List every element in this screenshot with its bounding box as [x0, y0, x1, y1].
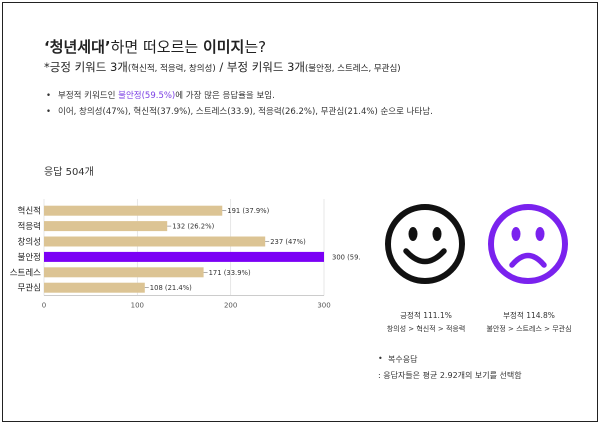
- bar: [44, 236, 266, 247]
- x-tick-label: 100: [131, 301, 144, 309]
- bar-chart: 0 100 200 300 혁신적 191 (37.9%) 적응력 132 (26.2%) 창의…: [10, 199, 360, 309]
- data-label: 300 (59.5%: [332, 253, 360, 261]
- keywords-subtitle: *긍정 키워드 3개(혁신적, 적응력, 창의성) / 부정 키워드 3개(불안…: [44, 60, 401, 74]
- smiley-face-icon: [385, 204, 465, 284]
- x-tick-label: 200: [224, 301, 237, 309]
- data-label: 108 (21.4%): [150, 284, 192, 292]
- category-label: 적응력: [18, 221, 41, 232]
- data-label: 191 (37.9%): [227, 207, 269, 215]
- data-label: 237 (47%): [270, 238, 306, 246]
- note-heading: 복수응답: [378, 354, 522, 365]
- note-detail: : 응답자들은 평균 2.92개의 보기를 선택함: [378, 371, 522, 380]
- data-label: 132 (26.2%): [172, 223, 214, 231]
- bar: [44, 267, 204, 278]
- positive-caption: 긍정적 111.1% 창의성 > 혁신적 > 적응력: [366, 310, 486, 334]
- summary-bullets: 부정적 키워드인 불안정(59.5%)에 가장 많은 응답율을 보임. 이어, …: [46, 88, 433, 120]
- bar: [44, 205, 223, 216]
- page-title: ‘청년세대’하면 떠오르는 이미지는?: [44, 38, 267, 56]
- category-label: 무관심: [18, 283, 41, 294]
- summary-bullet-1: 부정적 키워드인 불안정(59.5%)에 가장 많은 응답율을 보임.: [46, 88, 433, 104]
- x-tick-label: 0: [42, 301, 46, 309]
- bar: [44, 221, 168, 232]
- category-label: 혁신적: [18, 206, 41, 217]
- summary-bullet-2: 이어, 창의성(47%), 혁신적(37.9%), 스트레스(33.9), 적응…: [46, 104, 433, 120]
- x-tick-label: 300: [317, 301, 330, 309]
- sad-face-icon: [488, 204, 568, 284]
- negative-keywords: 불안정 > 스트레스 > 무관심: [486, 325, 572, 333]
- positive-pct: 긍정적 111.1%: [400, 311, 452, 320]
- response-count: 응답 504개: [44, 167, 94, 178]
- bar: [44, 282, 145, 293]
- data-label: 171 (33.9%): [209, 269, 251, 277]
- positive-keywords: 창의성 > 혁신적 > 적응력: [386, 325, 466, 333]
- category-label: 스트레스: [10, 268, 41, 278]
- negative-caption: 부정적 114.8% 불안정 > 스트레스 > 무관심: [469, 310, 589, 334]
- multi-response-note: 복수응답 : 응답자들은 평균 2.92개의 보기를 선택함: [378, 354, 522, 381]
- negative-pct: 부정적 114.8%: [503, 311, 555, 320]
- bar: [44, 251, 324, 262]
- category-label: 불안정: [18, 252, 41, 263]
- category-label: 창의성: [18, 237, 41, 248]
